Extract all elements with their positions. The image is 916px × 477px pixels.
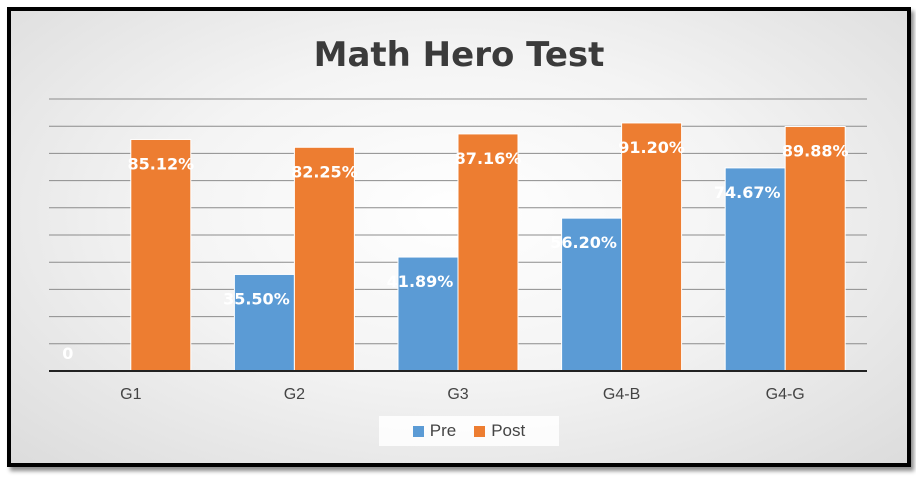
data-label-post-g2: 82.25% [291, 162, 358, 181]
legend-swatch-post [474, 425, 486, 437]
x-tick-label: G4-B [603, 386, 640, 403]
chart-title: Math Hero Test [313, 35, 605, 75]
bar-pre-g2 [233, 273, 295, 372]
legend-item-post: Post [474, 421, 525, 441]
data-label-pre-g4-g: 74.67% [714, 183, 781, 202]
data-label-pre-g2: 35.50% [223, 289, 290, 308]
x-tick-label: G1 [120, 386, 141, 403]
legend-item-pre: Pre [412, 421, 457, 441]
data-label-post-g1: 85.12% [127, 154, 194, 173]
bar-pre-g4-g [724, 167, 786, 372]
legend-swatch-pre [412, 425, 424, 437]
legend: Pre Post [379, 416, 559, 446]
bar-pre-g3 [397, 256, 459, 372]
bar-post-g4-g [784, 126, 846, 372]
x-tick-label: G2 [284, 386, 305, 403]
bar-post-g1 [130, 138, 192, 372]
data-label-post-g4-b: 91.20% [618, 138, 685, 157]
data-label-post-g4-g: 89.88% [782, 142, 849, 161]
x-tick-label: G3 [447, 386, 468, 403]
bar-post-g2 [293, 146, 355, 372]
x-tick-label: G4-G [766, 386, 805, 403]
data-label-post-g3: 87.16% [455, 149, 522, 168]
bar-post-g4-b [621, 122, 683, 372]
data-label-pre-g4-b: 56.20% [550, 233, 617, 252]
data-label-pre-g1: 0 [62, 344, 73, 363]
legend-label-pre: Pre [429, 421, 457, 440]
legend-label-post: Post [491, 421, 526, 440]
bar-chart: 0 85.12% G1 35.50% 82.25% G2 41.89% 87.16% G3 56.… [49, 98, 867, 403]
chart-frame: Math Hero Test 0 85.12% G1 35.50% 82.25% G2 41… [7, 7, 911, 467]
data-label-pre-g3: 41.89% [387, 272, 454, 291]
bar-post-g3 [457, 133, 519, 372]
